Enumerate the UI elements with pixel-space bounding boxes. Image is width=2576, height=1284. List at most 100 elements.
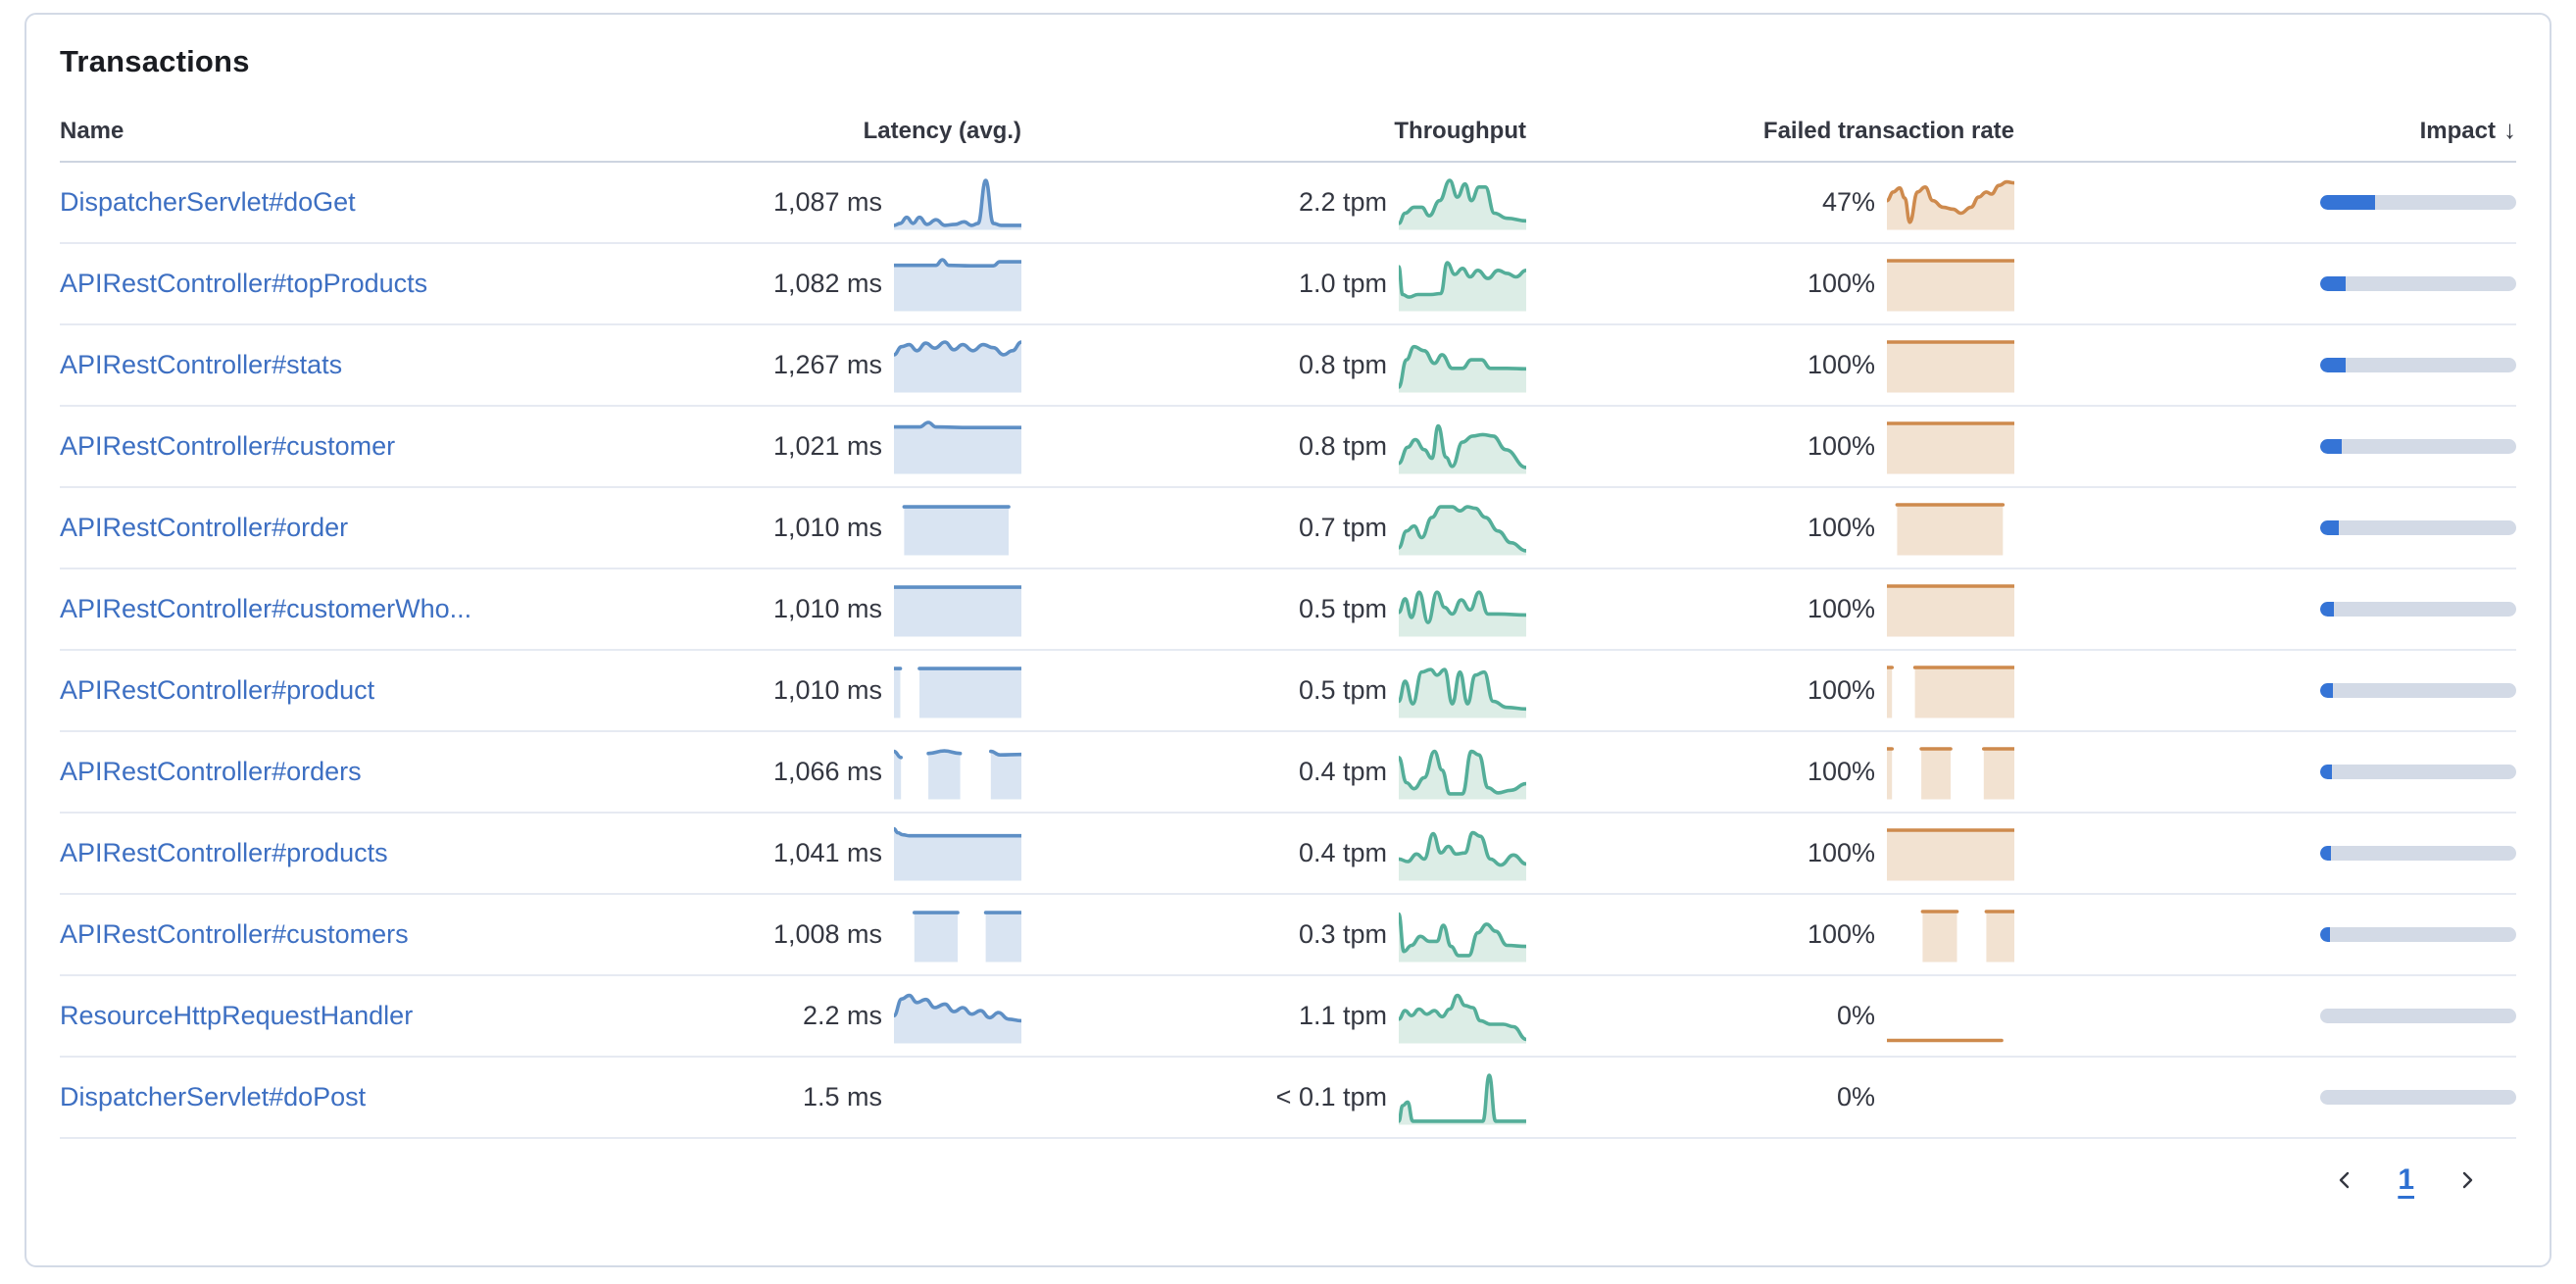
table-row: ResourceHttpRequestHandler 2.2 ms 1.1 tp… [60, 976, 2516, 1058]
impact-bar [2320, 846, 2516, 861]
chevron-right-icon [2462, 1171, 2473, 1189]
latency-sparkline [894, 825, 1021, 881]
name-cell: APIRestController#customer [60, 431, 678, 462]
latency-sparkline [894, 256, 1021, 312]
failed-rate-cell: 100% [1526, 581, 2014, 637]
table-row: APIRestController#order 1,010 ms 0.7 tpm… [60, 488, 2516, 569]
transaction-name-link[interactable]: APIRestController#topProducts [60, 269, 428, 298]
pagination: 1 [60, 1161, 2516, 1200]
throughput-sparkline [1399, 337, 1526, 393]
latency-sparkline [894, 988, 1021, 1044]
table-row: APIRestController#customerWho... 1,010 m… [60, 569, 2516, 651]
name-cell: DispatcherServlet#doPost [60, 1082, 678, 1112]
failed-rate-sparkline [1887, 1069, 2014, 1125]
impact-bar [2320, 276, 2516, 291]
throughput-cell: 0.4 tpm [1021, 744, 1526, 800]
impact-bar-fill [2320, 520, 2339, 535]
previous-page-button[interactable] [2325, 1161, 2364, 1200]
latency-cell: 1,010 ms [678, 663, 1021, 718]
throughput-cell: 1.1 tpm [1021, 988, 1526, 1044]
throughput-value: 1.1 tpm [1298, 1001, 1387, 1030]
throughput-value: 0.4 tpm [1298, 757, 1387, 786]
latency-sparkline [894, 174, 1021, 230]
transaction-name-link[interactable]: APIRestController#product [60, 675, 375, 705]
next-page-button[interactable] [2448, 1161, 2487, 1200]
latency-sparkline [894, 419, 1021, 474]
latency-cell: 2.2 ms [678, 988, 1021, 1044]
impact-bar [2320, 683, 2516, 698]
failed-rate-value: 100% [1807, 269, 1875, 298]
impact-bar [2320, 520, 2516, 535]
transaction-name-link[interactable]: DispatcherServlet#doPost [60, 1082, 367, 1111]
transaction-name-link[interactable]: APIRestController#stats [60, 350, 343, 379]
throughput-sparkline [1399, 419, 1526, 474]
transaction-name-link[interactable]: ResourceHttpRequestHandler [60, 1001, 414, 1030]
latency-cell: 1,267 ms [678, 337, 1021, 393]
throughput-cell: < 0.1 tpm [1021, 1069, 1526, 1125]
latency-cell: 1,082 ms [678, 256, 1021, 312]
failed-rate-sparkline [1887, 663, 2014, 718]
transactions-panel: Transactions Name Latency (avg.) Through… [25, 13, 2551, 1267]
failed-rate-value: 100% [1807, 838, 1875, 867]
latency-cell: 1,066 ms [678, 744, 1021, 800]
name-cell: ResourceHttpRequestHandler [60, 1001, 678, 1031]
impact-cell [2014, 520, 2516, 535]
impact-cell [2014, 602, 2516, 617]
transaction-name-link[interactable]: APIRestController#customer [60, 431, 396, 461]
impact-cell [2014, 195, 2516, 210]
failed-rate-cell: 100% [1526, 500, 2014, 556]
impact-bar-fill [2320, 358, 2346, 372]
latency-value: 1,010 ms [772, 594, 882, 623]
throughput-value: < 0.1 tpm [1275, 1082, 1387, 1111]
failed-rate-cell: 47% [1526, 174, 2014, 230]
throughput-value: 0.4 tpm [1298, 838, 1387, 867]
transaction-name-link[interactable]: APIRestController#customerWho... [60, 594, 472, 623]
table-row: DispatcherServlet#doPost 1.5 ms < 0.1 tp… [60, 1058, 2516, 1139]
failed-rate-cell: 100% [1526, 744, 2014, 800]
chevron-left-icon [2340, 1171, 2350, 1189]
name-cell: APIRestController#customers [60, 919, 678, 950]
failed-rate-value: 100% [1807, 919, 1875, 949]
failed-rate-value: 0% [1836, 1001, 1875, 1030]
latency-cell: 1,087 ms [678, 174, 1021, 230]
table-body: DispatcherServlet#doGet 1,087 ms 2.2 tpm… [60, 163, 2516, 1139]
failed-rate-sparkline [1887, 174, 2014, 230]
name-cell: APIRestController#orders [60, 757, 678, 787]
column-header-name: Name [60, 118, 124, 144]
transaction-name-link[interactable]: APIRestController#orders [60, 757, 362, 786]
transaction-name-link[interactable]: DispatcherServlet#doGet [60, 187, 356, 217]
failed-rate-value: 47% [1821, 187, 1875, 217]
failed-rate-sparkline [1887, 988, 2014, 1044]
table-header-row: Name Latency (avg.) Throughput Failed tr… [60, 115, 2516, 163]
failed-rate-sparkline [1887, 500, 2014, 556]
throughput-value: 0.3 tpm [1298, 919, 1387, 949]
table-row: APIRestController#product 1,010 ms 0.5 t… [60, 651, 2516, 732]
latency-cell: 1,010 ms [678, 581, 1021, 637]
impact-cell [2014, 927, 2516, 942]
throughput-sparkline [1399, 663, 1526, 718]
impact-cell [2014, 683, 2516, 698]
latency-value: 1,021 ms [772, 431, 882, 461]
impact-bar [2320, 358, 2516, 372]
panel-title: Transactions [60, 44, 250, 78]
transaction-name-link[interactable]: APIRestController#products [60, 838, 388, 867]
impact-bar [2320, 602, 2516, 617]
impact-bar [2320, 1009, 2516, 1023]
transaction-name-link[interactable]: APIRestController#order [60, 513, 349, 542]
impact-cell [2014, 1090, 2516, 1105]
throughput-value: 0.5 tpm [1298, 594, 1387, 623]
name-cell: APIRestController#stats [60, 350, 678, 380]
throughput-sparkline [1399, 744, 1526, 800]
latency-sparkline [894, 663, 1021, 718]
failed-rate-value: 100% [1807, 350, 1875, 379]
latency-value: 1,082 ms [772, 269, 882, 298]
transaction-name-link[interactable]: APIRestController#customers [60, 919, 409, 949]
failed-rate-cell: 100% [1526, 907, 2014, 963]
throughput-sparkline [1399, 581, 1526, 637]
sort-desc-icon: ↓ [2503, 115, 2516, 144]
throughput-value: 0.8 tpm [1298, 431, 1387, 461]
page-number-current[interactable]: 1 [2398, 1163, 2414, 1196]
name-cell: APIRestController#customerWho... [60, 594, 678, 624]
impact-cell [2014, 765, 2516, 779]
column-header-impact[interactable]: Impact ↓ [2419, 115, 2516, 144]
